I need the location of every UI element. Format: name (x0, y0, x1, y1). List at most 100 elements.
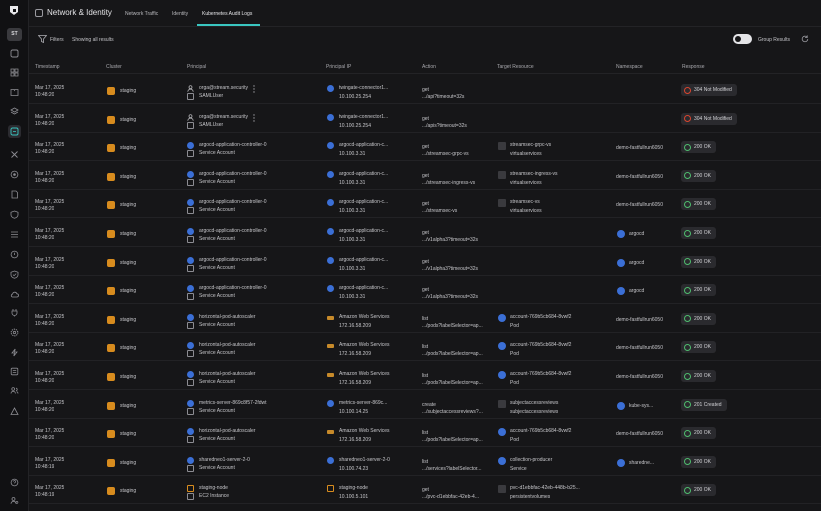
col-action[interactable]: Action (422, 64, 436, 70)
settings-user-icon[interactable] (8, 494, 21, 507)
list-icon[interactable] (8, 365, 21, 378)
table-row[interactable]: Mar 17, 2025 10:48:20 staging horizontal-po… (29, 419, 821, 448)
target-resource-name[interactable]: account-769b5cb684-8vwf2 (510, 371, 572, 377)
principal-ip-name[interactable]: Amazon Web Services (339, 313, 390, 320)
principal-name[interactable]: horizontal-pod-autoscaler (199, 313, 256, 320)
col-timestamp[interactable]: Timestamp (35, 64, 60, 70)
target-resource-name[interactable]: streamsec-vs (510, 199, 540, 206)
tab-kubernetes-audit-logs[interactable]: Kubernetes Audit Logs (202, 11, 253, 17)
table-row[interactable]: Mar 17, 2025 10:48:20 staging argocd-applic… (29, 162, 821, 190)
principal-name[interactable]: argocd-application-controller-0 (199, 199, 267, 206)
lightning-icon[interactable] (8, 346, 21, 359)
table-row[interactable]: Mar 17, 2025 10:48:20 staging argocd-applic… (29, 190, 821, 219)
users-icon[interactable] (8, 384, 21, 397)
filters-button[interactable]: Filters (50, 37, 64, 43)
table-row[interactable]: Mar 17, 2025 10:48:20 staging horizontal-po… (29, 333, 821, 362)
network-icon[interactable] (8, 125, 21, 138)
table-row[interactable]: Mar 17, 2025 10:48:20 staging argocd-applic… (29, 276, 821, 305)
principal-ip-name[interactable]: Amazon Web Services (339, 371, 390, 377)
cloud-icon[interactable] (8, 288, 21, 301)
col-principal-ip[interactable]: Principal IP (326, 64, 352, 70)
principal-ip-name[interactable]: argocd-application-c... (339, 285, 389, 292)
principal-name[interactable]: argocd-application-controller-0 (199, 228, 267, 234)
table-row[interactable]: Mar 17, 2025 10:48:19 staging staging-node E… (29, 476, 821, 505)
target-resource-name[interactable]: subjectaccessreviews (510, 399, 559, 406)
tab-network-traffic[interactable]: Network Traffic (125, 11, 159, 17)
dashboard-icon[interactable] (8, 47, 21, 60)
namespace-name[interactable]: demo-fastfullrun6050 (616, 173, 663, 180)
table-row[interactable]: Mar 17, 2025 10:48:20 staging argocd-applic… (29, 219, 821, 247)
target-resource-name[interactable]: streamsec-ingress-vs (510, 170, 558, 177)
hierarchy-icon[interactable] (8, 405, 21, 418)
table-row[interactable]: Mar 17, 2025 10:48:20 staging horizontal-po… (29, 305, 821, 333)
principal-ip-name[interactable]: argocd-application-c... (339, 170, 389, 177)
book-icon[interactable] (8, 86, 21, 99)
col-principal[interactable]: Principal (187, 64, 207, 70)
principal-name[interactable]: argocd-application-controller-0 (199, 170, 267, 177)
principal-name[interactable]: orga@stream.security (199, 113, 248, 120)
target-resource-name[interactable]: account-769b5cb684-8vwf2 (510, 342, 572, 349)
namespace-name[interactable]: demo-fastfullrun6050 (616, 316, 663, 323)
help-icon[interactable] (8, 476, 21, 489)
target-resource-name[interactable]: account-769b5cb684-8vwf2 (510, 428, 572, 435)
principal-name[interactable]: orga@stream.security (199, 85, 248, 91)
namespace-name[interactable]: argocd (629, 288, 645, 295)
target-resource-name[interactable]: collection-producer (510, 456, 553, 463)
namespace-name[interactable]: demo-fastfullrun6050 (616, 431, 663, 438)
namespace-name[interactable]: sharedne... (629, 459, 655, 466)
namespace-name[interactable]: demo-fastfullrun6050 (616, 374, 663, 380)
layers-icon[interactable] (8, 105, 21, 118)
principal-ip-name[interactable]: twingate-connector1... (339, 85, 389, 91)
tab-identity[interactable]: Identity (172, 11, 189, 17)
namespace-name[interactable]: demo-fastfullrun6050 (616, 145, 663, 152)
refresh-icon[interactable] (801, 35, 809, 43)
col-response[interactable]: Response (682, 64, 705, 70)
principal-name[interactable]: horizontal-pod-autoscaler (199, 428, 256, 435)
filter-icon[interactable] (38, 35, 47, 43)
table-row[interactable]: Mar 17, 2025 10:48:20 staging argocd-applic… (29, 133, 821, 162)
namespace-name[interactable]: demo-fastfullrun6050 (616, 345, 663, 352)
principal-ip-name[interactable]: twingate-connector1... (339, 113, 389, 120)
principal-name[interactable]: sharedneo1-server-2-0 (199, 456, 250, 463)
table-row[interactable]: Mar 17, 2025 10:48:20 staging metrics-serve… (29, 391, 821, 419)
target-resource-name[interactable]: account-769b5cb684-8vwf2 (510, 313, 572, 320)
check-shield-icon[interactable] (8, 268, 21, 281)
table-row[interactable]: Mar 17, 2025 10:48:20 staging horizontal-po… (29, 362, 821, 390)
plug-icon[interactable] (8, 306, 21, 319)
grid-icon[interactable] (8, 66, 21, 79)
table-row[interactable]: Mar 17, 2025 10:48:20 staging orga@stream.s… (29, 76, 821, 104)
principal-ip-name[interactable]: Amazon Web Services (339, 428, 390, 435)
principal-ip-name[interactable]: sharedneo1-server-2-0 (339, 456, 390, 463)
namespace-name[interactable]: kube-sys... (629, 402, 654, 409)
namespace-name[interactable]: argocd (629, 231, 645, 237)
principal-name[interactable]: argocd-application-controller-0 (199, 256, 267, 263)
tools-icon[interactable] (8, 148, 21, 161)
col-cluster[interactable]: Cluster (106, 64, 122, 70)
principal-name[interactable]: horizontal-pod-autoscaler (199, 371, 256, 377)
principal-name[interactable]: metrics-server-869c8f57-2fdwt (199, 399, 267, 406)
stack-icon[interactable] (8, 228, 21, 241)
principal-name[interactable]: horizontal-pod-autoscaler (199, 342, 256, 349)
principal-ip-name[interactable]: argocd-application-c... (339, 228, 389, 234)
table-row[interactable]: Mar 17, 2025 10:48:20 staging argocd-applic… (29, 248, 821, 276)
principal-name[interactable]: staging-node (199, 485, 228, 492)
table-row[interactable]: Mar 17, 2025 10:48:20 staging orga@stream.s… (29, 105, 821, 133)
target-resource-name[interactable]: streamsec-grpc-vs (510, 142, 552, 149)
shield-icon[interactable] (8, 208, 21, 221)
namespace-name[interactable]: demo-fastfullrun6050 (616, 202, 663, 209)
target-resource-name[interactable]: pvc-d1ebbfac-42eb-448b-b25... (510, 485, 580, 492)
group-results-toggle[interactable] (733, 34, 752, 44)
table-row[interactable]: Mar 17, 2025 10:48:19 staging sharedneo1-se… (29, 448, 821, 476)
principal-ip-name[interactable]: argocd-application-c... (339, 199, 389, 206)
col-namespace[interactable]: Namespace (616, 64, 643, 70)
target-icon[interactable] (8, 168, 21, 181)
principal-name[interactable]: argocd-application-controller-0 (199, 142, 267, 149)
principal-name[interactable]: argocd-application-controller-0 (199, 285, 267, 292)
alert-icon[interactable] (8, 248, 21, 261)
namespace-name[interactable]: argocd (629, 259, 645, 266)
more-options-icon[interactable] (253, 113, 255, 122)
gear-icon[interactable] (8, 326, 21, 339)
principal-ip-name[interactable]: argocd-application-c... (339, 256, 389, 263)
principal-ip-name[interactable]: argocd-application-c... (339, 142, 389, 149)
col-target-resource[interactable]: Target Resource (497, 64, 534, 70)
